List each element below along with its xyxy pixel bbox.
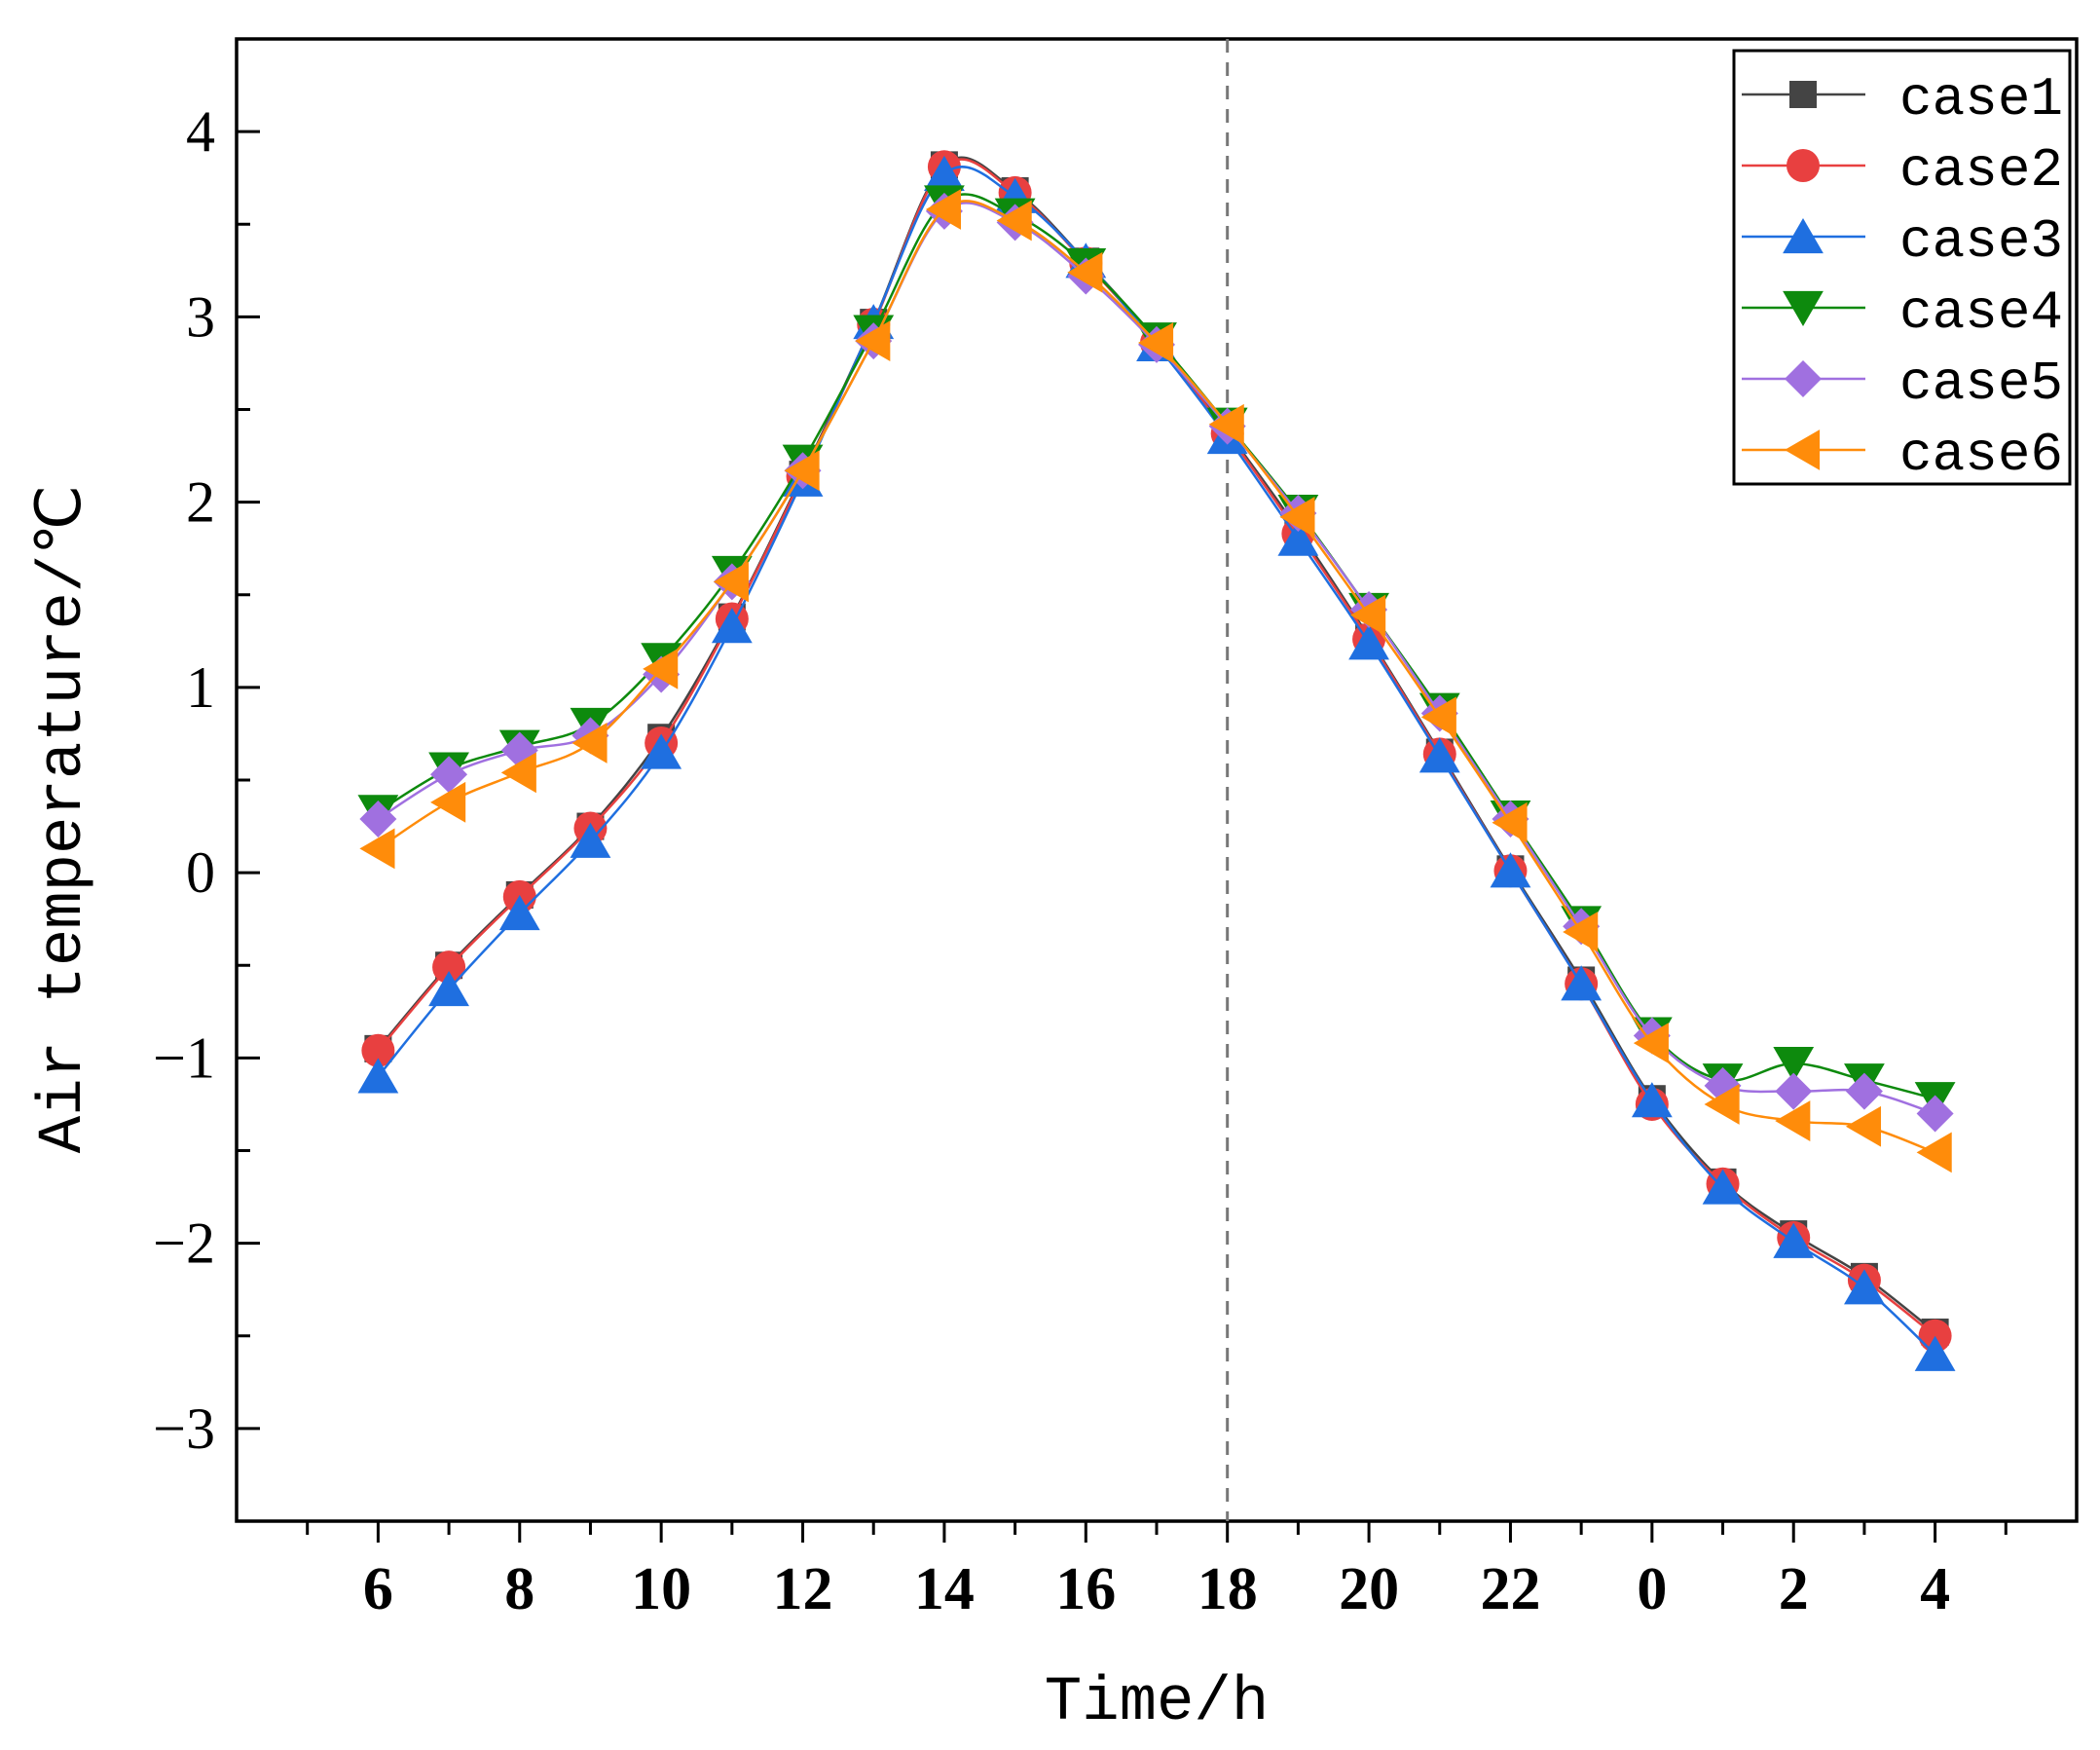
legend-item-case3: case3	[1742, 210, 2063, 273]
data-point-case6	[1845, 1105, 1882, 1147]
x-tick-label: 2	[1779, 1556, 1809, 1622]
legend-marker-case2	[1787, 149, 1820, 182]
y-tick-label: 0	[186, 840, 215, 905]
data-point-case6	[1350, 594, 1386, 636]
legend-label: case5	[1899, 353, 2063, 415]
data-point-case5	[1845, 1072, 1883, 1110]
x-tick-label: 10	[631, 1556, 691, 1622]
data-point-case3	[1348, 624, 1389, 660]
data-point-case6	[1492, 801, 1528, 843]
x-tick-label: 14	[914, 1556, 975, 1622]
y-tick-label: −2	[153, 1211, 215, 1276]
y-axis-title: Air temperature/℃	[29, 485, 99, 1153]
legend-marker-case5	[1785, 360, 1822, 397]
x-tick-label: 0	[1637, 1556, 1667, 1622]
data-point-case6	[1775, 1100, 1811, 1141]
legend-item-case1: case1	[1742, 68, 2063, 130]
x-tick-label: 12	[773, 1556, 833, 1622]
legend: case1 case2 case3 case4 case5 case6	[1732, 49, 2072, 486]
legend-box	[1732, 49, 2072, 486]
data-point-case3	[357, 1058, 399, 1094]
data-point-case6	[359, 828, 395, 870]
data-point-case3	[1277, 520, 1319, 556]
x-tick-label: 6	[363, 1556, 393, 1622]
data-point-case5	[1916, 1095, 1954, 1133]
legend-marker-case3	[1783, 218, 1824, 254]
data-point-case6	[996, 200, 1032, 242]
y-tick-label: −1	[153, 1025, 215, 1090]
data-point-case6	[430, 781, 466, 823]
data-point-case6	[713, 561, 749, 603]
y-tick-label: −3	[153, 1396, 215, 1461]
x-tick-label: 8	[504, 1556, 534, 1622]
data-point-case3	[641, 733, 682, 769]
data-point-case2	[361, 1033, 395, 1067]
data-point-case6	[1563, 912, 1599, 952]
series-case6	[359, 189, 1952, 1173]
legend-label: case3	[1899, 210, 2063, 273]
legend-item-case2: case2	[1742, 139, 2063, 202]
data-point-case3	[1844, 1269, 1885, 1305]
data-point-case5	[359, 800, 397, 838]
x-tick-label: 18	[1197, 1556, 1258, 1622]
data-point-case6	[784, 450, 820, 492]
data-point-case3	[1418, 737, 1460, 773]
data-point-case6	[1208, 403, 1244, 445]
data-point-case6	[571, 723, 608, 763]
data-point-case3	[1702, 1169, 1744, 1205]
data-point-case6	[925, 189, 962, 230]
data-point-case3	[1631, 1082, 1673, 1118]
x-tick-label: 20	[1339, 1556, 1399, 1622]
x-tick-label: 16	[1055, 1556, 1116, 1622]
y-tick-label: 4	[186, 99, 215, 164]
legend-label: case2	[1899, 139, 2063, 202]
legend-item-case5: case5	[1742, 353, 2063, 415]
data-point-case3	[711, 608, 753, 644]
data-point-case5	[1775, 1072, 1813, 1110]
legend-label: case4	[1899, 281, 2063, 344]
data-point-case6	[643, 648, 679, 689]
data-point-case2	[432, 950, 466, 985]
data-point-case3	[1561, 965, 1603, 1001]
data-point-case3	[498, 894, 540, 931]
x-tick-label: 4	[1920, 1556, 1950, 1622]
y-tick-label: 1	[186, 655, 215, 720]
data-point-case3	[924, 155, 965, 191]
legend-item-case4: case4	[1742, 281, 2063, 344]
data-point-case6	[855, 320, 891, 362]
legend-marker-case1	[1789, 81, 1817, 108]
data-point-case6	[500, 752, 536, 794]
data-point-case4	[1773, 1046, 1815, 1083]
legend-marker-case6	[1785, 429, 1821, 470]
legend-label: case1	[1899, 68, 2063, 130]
data-point-case6	[1704, 1084, 1740, 1125]
data-point-case6	[1420, 696, 1456, 738]
data-point-case6	[1138, 322, 1174, 363]
data-point-case3	[428, 970, 469, 1007]
data-point-case6	[1067, 251, 1103, 293]
data-point-case6	[1633, 1023, 1669, 1064]
data-point-case3	[1490, 852, 1531, 888]
legend-marker-case4	[1783, 290, 1824, 326]
data-point-case3	[1914, 1335, 1956, 1371]
x-axis-title: Time/h	[1045, 1668, 1269, 1738]
series-layer	[357, 150, 1956, 1371]
data-point-case3	[1773, 1222, 1815, 1258]
y-tick-label: 2	[186, 470, 215, 535]
data-point-case2	[1918, 1319, 1952, 1353]
y-tick-label: 3	[186, 284, 215, 349]
data-point-case3	[570, 822, 611, 858]
data-point-case6	[1916, 1132, 1952, 1173]
x-tick-label: 22	[1480, 1556, 1540, 1622]
data-point-case5	[430, 756, 468, 794]
legend-item-case6: case6	[1742, 424, 2063, 486]
legend-label: case6	[1899, 424, 2063, 486]
data-point-case6	[1279, 496, 1315, 538]
